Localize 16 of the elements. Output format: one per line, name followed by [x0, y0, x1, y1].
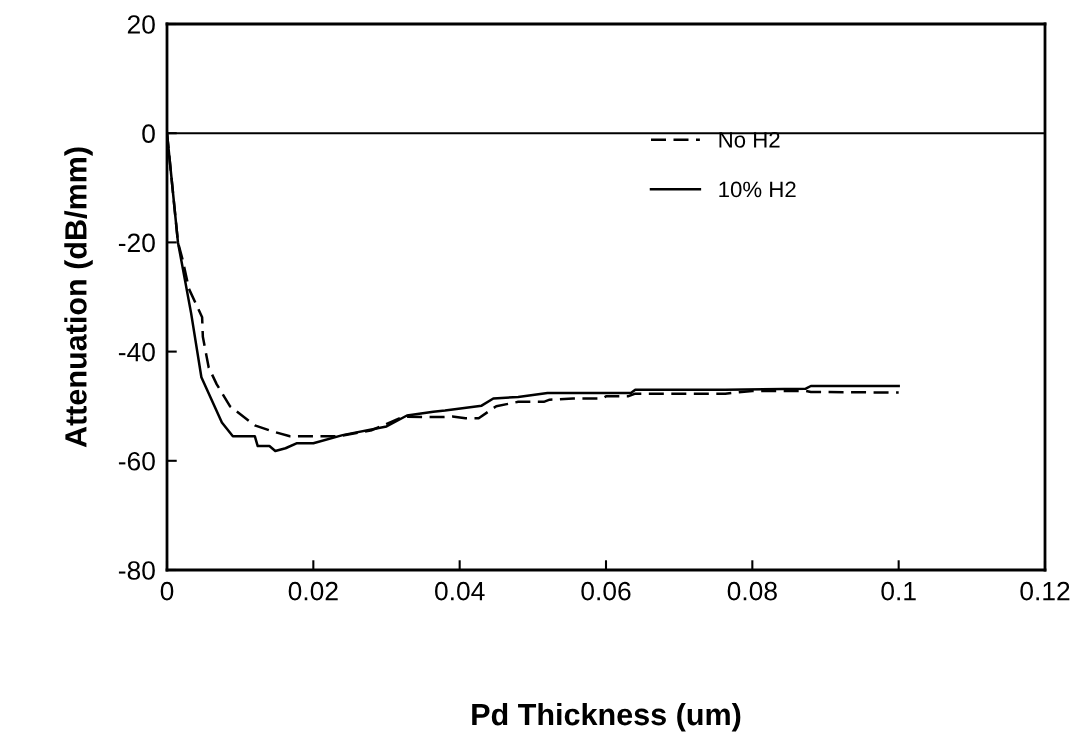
- y-tick-label: -20: [118, 233, 155, 253]
- y-axis-title: Attenuation (dB/mm): [64, 147, 93, 448]
- x-tick-label: 0.02: [288, 581, 338, 601]
- x-tick-label: 0.04: [435, 581, 485, 601]
- y-tick-label: -40: [118, 342, 155, 362]
- x-tick-label: 0: [160, 581, 174, 601]
- x-axis-title: Pd Thickness (um): [472, 702, 741, 732]
- x-tick-label: 0.06: [581, 581, 631, 601]
- y-tick-label: -60: [118, 451, 155, 471]
- y-tick-label: -80: [118, 561, 155, 580]
- x-tick-label: 0.12: [1020, 581, 1070, 601]
- x-tick-label: 0.08: [727, 581, 777, 601]
- x-tick-label: 0.1: [881, 581, 916, 601]
- legend-label: 10% H2: [719, 181, 796, 198]
- y-tick-label: 20: [127, 15, 155, 34]
- y-tick-label: 0: [142, 124, 155, 144]
